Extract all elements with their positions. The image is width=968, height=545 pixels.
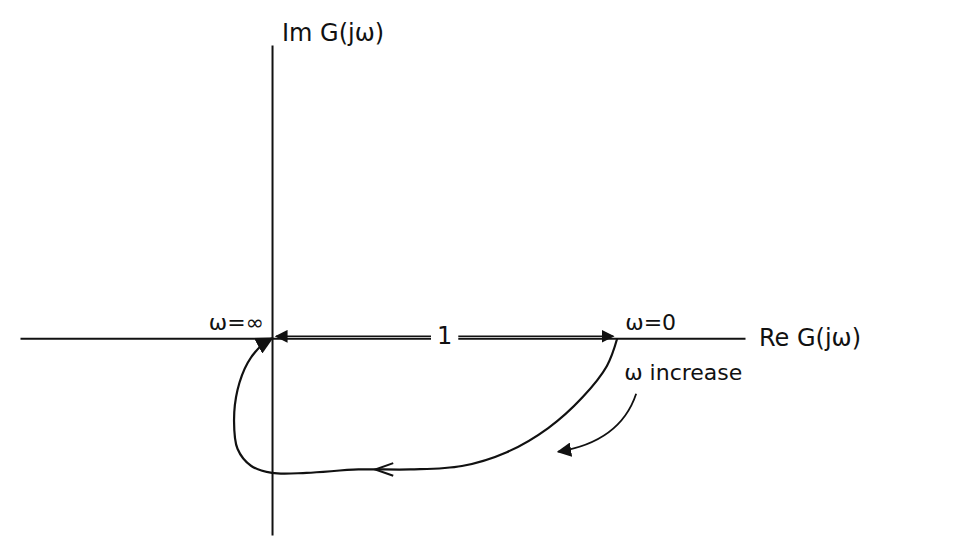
y-axis (272, 46, 273, 536)
plot-area (234, 338, 617, 475)
x-axis-title: Re G(jω) (759, 324, 861, 352)
direction-arrow (375, 463, 393, 476)
annotation: ω=∞ (209, 310, 264, 335)
annotation: 1 (437, 322, 452, 350)
x-axis (21, 338, 746, 339)
annotation: ω increase (624, 360, 742, 385)
annotation: ω=0 (625, 310, 676, 335)
axis-line (272, 46, 274, 536)
nyquist-curve (234, 338, 617, 473)
y-axis-title: Im G(jω) (282, 19, 384, 47)
chart: Re G(jω) Im G(jω) ω=∞ ω=0 1 ω increase (0, 0, 968, 545)
increase-arrow (558, 394, 636, 452)
label-patch (431, 322, 458, 350)
axis-line (21, 338, 746, 340)
